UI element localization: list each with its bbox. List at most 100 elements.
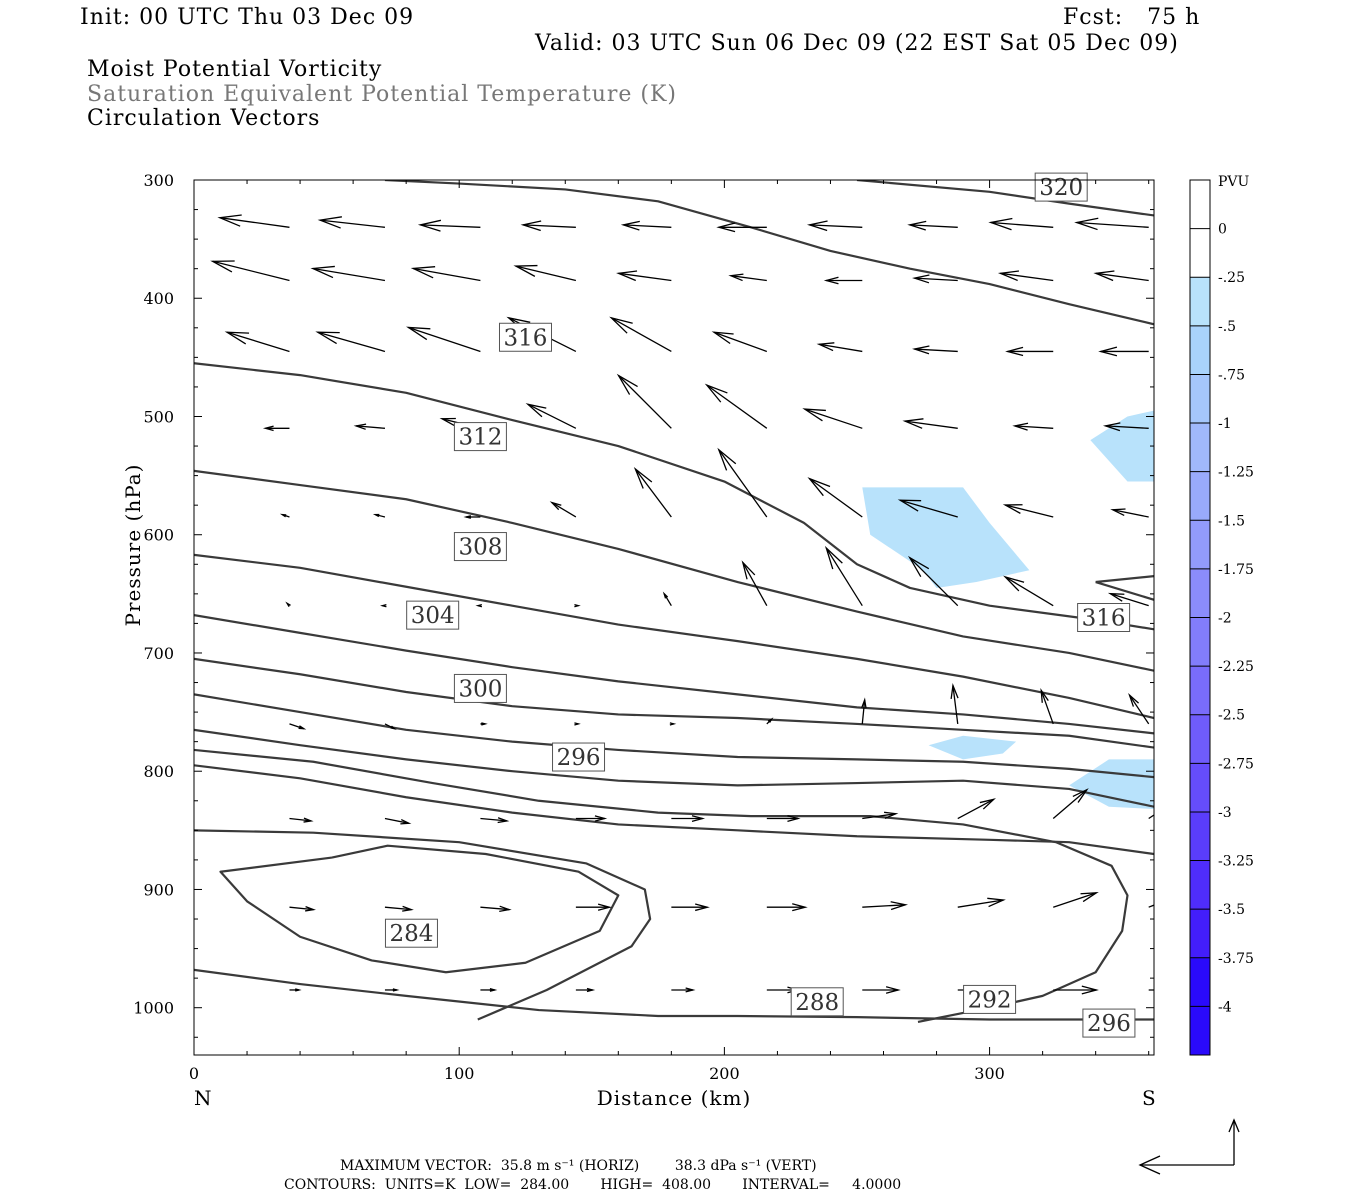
y-tick-300: 300 xyxy=(143,171,174,190)
wind-vector-48 xyxy=(1002,504,1054,518)
svg-text:316: 316 xyxy=(504,325,548,351)
wind-vector-92 xyxy=(480,988,498,992)
wind-vector-81 xyxy=(384,905,414,912)
contour-label-316-10: 316 xyxy=(1077,603,1131,632)
wind-vector-53 xyxy=(574,604,581,608)
wind-vector-24 xyxy=(609,316,672,353)
wind-vector-55 xyxy=(741,560,768,606)
colorbar-label-7: -1.75 xyxy=(1218,562,1254,578)
colorbar-label-4: -1 xyxy=(1218,416,1232,432)
reference-vector xyxy=(1138,1118,1240,1175)
wind-vector-72 xyxy=(480,817,510,824)
pv-colorbar: PVU 0 -.25 -.5 -.75 -1 -1.25 -1.5 -1.75 -2 -2.25 -2… xyxy=(1189,174,1254,1056)
contour-layer xyxy=(194,180,1154,1023)
colorbar-label-6: -1.5 xyxy=(1218,513,1245,529)
contour-line-unlabeled-15 xyxy=(1095,580,1154,601)
wind-vector-17 xyxy=(912,274,958,284)
wind-vector-98 xyxy=(1053,985,1099,995)
wind-vector-43 xyxy=(549,501,577,518)
contour-line-unlabeled-11 xyxy=(194,362,1154,631)
wind-vector-8 xyxy=(988,217,1054,231)
svg-text:288: 288 xyxy=(795,990,839,1016)
wind-vector-93 xyxy=(575,987,596,993)
contour-line-312-8 xyxy=(194,614,1154,735)
wind-vector-39 xyxy=(1102,422,1149,432)
y-tick-600: 600 xyxy=(143,526,174,545)
x-axis-label: Distance (km) xyxy=(597,1086,752,1110)
wind-vector-2 xyxy=(417,219,481,232)
wind-vector-69 xyxy=(1128,693,1150,725)
wind-vector-94 xyxy=(671,987,696,993)
wind-vector-70 xyxy=(289,817,314,823)
colorbar-swatch-13 xyxy=(1190,811,1210,861)
wind-vector-45 xyxy=(717,447,768,518)
wind-vector-27 xyxy=(912,345,958,355)
colorbar-swatch-2 xyxy=(1190,277,1210,326)
wind-vector-10 xyxy=(210,260,290,282)
x-end-label-south: S xyxy=(1142,1086,1156,1110)
wind-vector-31 xyxy=(353,423,385,430)
wind-vector-91 xyxy=(384,988,400,992)
wind-vector-19 xyxy=(1093,270,1149,282)
svg-text:292: 292 xyxy=(968,987,1012,1013)
wind-vector-22 xyxy=(406,326,481,353)
y-tick-700: 700 xyxy=(143,644,174,663)
wind-vector-57 xyxy=(907,555,959,607)
contour-info-note: CONTOURS: UNITS=K LOW= 284.00 HIGH= 408.… xyxy=(284,1177,902,1193)
wind-vector-11 xyxy=(310,265,386,282)
axis-layer: 300 400 500 600 700 800 900 1000 0 100 200 300 xyxy=(133,171,1154,1083)
colorbar-label-3: -.75 xyxy=(1218,367,1245,383)
svg-text:284: 284 xyxy=(390,921,434,947)
contour-line-unlabeled-14 xyxy=(1095,575,1154,584)
wind-vector-64 xyxy=(669,722,677,726)
colorbar-swatch-15 xyxy=(1190,909,1210,958)
colorbar-label-0: 0 xyxy=(1218,222,1227,238)
wind-vector-38 xyxy=(1012,422,1054,431)
wind-vector-18 xyxy=(997,270,1054,282)
contour-label-296-3: 296 xyxy=(1082,1008,1136,1038)
colorbar-label-11: -2.75 xyxy=(1218,756,1254,772)
wind-vector-41 xyxy=(372,513,386,518)
wind-vector-59 xyxy=(1107,592,1149,607)
contour-line-296-4 xyxy=(194,764,1154,856)
wind-vector-61 xyxy=(384,723,397,730)
svg-text:296: 296 xyxy=(1087,1011,1131,1037)
wind-vector-14 xyxy=(616,270,672,282)
y-tick-1000: 1000 xyxy=(133,999,174,1018)
x-tick-200: 200 xyxy=(709,1064,740,1083)
pv-region-1 xyxy=(1090,410,1154,482)
contour-line-316-9 xyxy=(194,553,1154,720)
colorbar-swatch-8 xyxy=(1190,568,1210,618)
wind-vector-1 xyxy=(317,216,386,229)
vector-layer xyxy=(210,214,1154,995)
wind-vector-6 xyxy=(806,220,863,232)
wind-vector-12 xyxy=(410,266,481,282)
y-tick-500: 500 xyxy=(143,407,174,426)
wind-vector-76 xyxy=(862,811,899,820)
contour-line-292-2 xyxy=(194,748,1129,1023)
wind-vector-88 xyxy=(1053,891,1099,908)
wind-vector-77 xyxy=(957,798,996,820)
field-title-mpv: Moist Potential Vorticity xyxy=(87,57,383,82)
contour-label-layer: 284 288 292 296 296 300 304 308 312 316 316 320 xyxy=(384,172,1136,1038)
contour-line-296-3 xyxy=(194,968,1154,1021)
colorbar-label-12: -3 xyxy=(1218,805,1232,821)
colorbar-swatch-7 xyxy=(1190,520,1210,569)
contour-label-320-12: 320 xyxy=(1034,172,1088,202)
wind-vector-82 xyxy=(480,905,512,913)
wind-vector-35 xyxy=(704,383,768,429)
wind-vector-90 xyxy=(289,988,302,992)
colorbar-label-9: -2.25 xyxy=(1218,659,1254,675)
colorbar-swatch-14 xyxy=(1190,860,1210,910)
svg-text:308: 308 xyxy=(458,535,502,561)
wind-vector-34 xyxy=(616,373,672,429)
contour-line-288-1 xyxy=(194,829,652,1021)
wind-vector-56 xyxy=(824,545,863,607)
wind-vector-60 xyxy=(289,723,307,730)
wind-vector-51 xyxy=(380,604,387,608)
contour-label-288-1: 288 xyxy=(790,987,844,1017)
wind-vector-47 xyxy=(897,499,958,518)
contour-label-308-7: 308 xyxy=(453,532,507,562)
contour-label-296-4: 296 xyxy=(552,742,606,772)
